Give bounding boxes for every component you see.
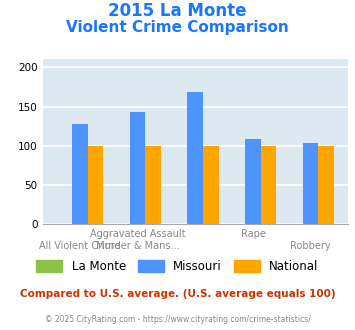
Text: Murder & Mans...: Murder & Mans... (96, 241, 179, 251)
Bar (72, 124, 88, 224)
Bar (303, 144, 318, 224)
Bar (145, 146, 161, 224)
Bar (130, 112, 145, 224)
Bar (203, 146, 219, 224)
Bar (261, 146, 276, 224)
Legend: La Monte, Missouri, National: La Monte, Missouri, National (32, 255, 323, 278)
Text: © 2025 CityRating.com - https://www.cityrating.com/crime-statistics/: © 2025 CityRating.com - https://www.city… (45, 315, 310, 324)
Bar (88, 146, 103, 224)
Text: Aggravated Assault: Aggravated Assault (90, 229, 185, 239)
Bar (318, 146, 334, 224)
Text: All Violent Crime: All Violent Crime (39, 241, 120, 251)
Text: Robbery: Robbery (290, 241, 331, 251)
Text: Rape: Rape (241, 229, 266, 239)
Text: 2015 La Monte: 2015 La Monte (108, 2, 247, 20)
Text: Compared to U.S. average. (U.S. average equals 100): Compared to U.S. average. (U.S. average … (20, 289, 335, 299)
Text: Violent Crime Comparison: Violent Crime Comparison (66, 20, 289, 35)
Bar (187, 92, 203, 224)
Bar (245, 139, 261, 224)
